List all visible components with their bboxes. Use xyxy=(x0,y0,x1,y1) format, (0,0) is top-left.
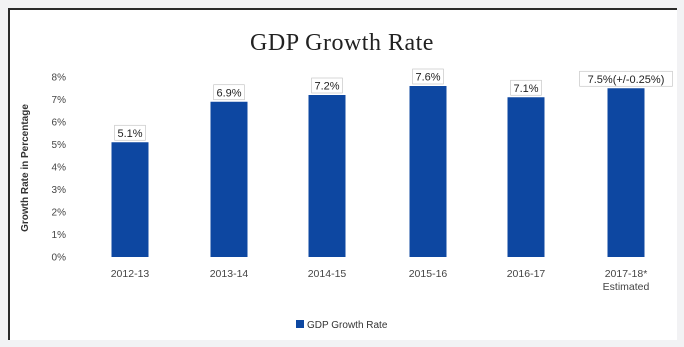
y-axis-label: Growth Rate in Percentage xyxy=(20,104,31,232)
x-tick-label: 2016-17 xyxy=(507,268,546,280)
y-tick-label: 1% xyxy=(52,230,67,241)
x-tick-label: 2012-13 xyxy=(111,268,150,280)
y-tick-label: 0% xyxy=(52,253,67,264)
data-label: 5.1% xyxy=(114,124,146,141)
x-axis-categories: 2012-13 2013-14 2014-15 2015-16 2016-17 2017-… xyxy=(111,268,650,293)
bar xyxy=(111,142,149,257)
data-label: 7.5%(+/-0.25%) xyxy=(579,70,673,87)
data-label-text: 7.6% xyxy=(415,72,440,84)
y-tick-label: 2% xyxy=(52,208,67,219)
data-label-box xyxy=(579,70,673,87)
data-label-box xyxy=(412,68,444,85)
bars xyxy=(111,86,645,257)
bar xyxy=(210,101,248,257)
y-tick-label: 3% xyxy=(52,185,67,196)
bar xyxy=(607,88,645,257)
data-label-box xyxy=(114,124,146,141)
data-label-box xyxy=(311,77,343,94)
data-label-text: 7.1% xyxy=(513,83,538,95)
data-label-text: 7.2% xyxy=(314,81,339,93)
chart-title: GDP Growth Rate xyxy=(250,30,434,56)
x-tick-label: 2015-16 xyxy=(409,268,448,280)
data-label-box xyxy=(213,84,245,101)
data-label-text: 7.5%(+/-0.25%) xyxy=(588,74,665,86)
legend: GDP Growth Rate xyxy=(296,320,388,331)
y-axis-ticks: 0% 1% 2% 3% 4% 5% 6% 7% 8% xyxy=(52,73,67,264)
y-tick-label: 5% xyxy=(52,140,67,151)
bar xyxy=(507,97,545,257)
y-tick-label: 6% xyxy=(52,118,67,129)
data-label-text: 6.9% xyxy=(216,87,241,99)
x-tick-label: Estimated xyxy=(603,281,650,293)
x-tick-label: 2014-15 xyxy=(308,268,347,280)
x-tick-label: 2013-14 xyxy=(210,268,249,280)
data-label-text: 5.1% xyxy=(117,128,142,140)
data-label: 7.1% xyxy=(510,79,542,96)
y-tick-label: 8% xyxy=(52,73,67,84)
y-tick-label: 4% xyxy=(52,163,67,174)
y-tick-label: 7% xyxy=(52,95,67,106)
data-label: 7.2% xyxy=(311,77,343,94)
data-labels: 5.1% 6.9% 7.2% 7.6% 7.1% 7.5%(+/-0.25%) xyxy=(114,68,673,141)
bar xyxy=(409,86,447,257)
legend-swatch xyxy=(296,320,304,328)
data-label: 6.9% xyxy=(213,84,245,101)
bar xyxy=(308,95,346,257)
data-label-box xyxy=(510,79,542,96)
data-label: 7.6% xyxy=(412,68,444,85)
legend-label: GDP Growth Rate xyxy=(307,320,388,331)
x-tick-label: 2017-18* xyxy=(605,268,648,280)
